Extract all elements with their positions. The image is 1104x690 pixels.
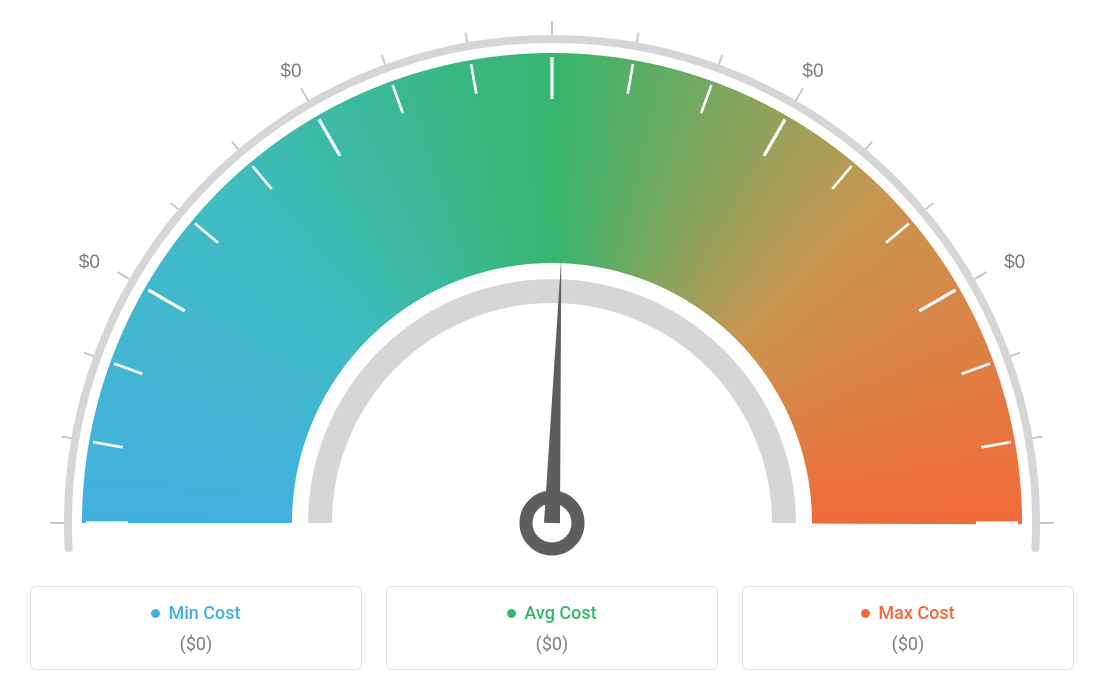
legend-dot-avg [507,609,516,618]
legend-title-avg: Avg Cost [507,603,596,624]
legend-dot-max [861,609,870,618]
legend-title-max: Max Cost [861,603,954,624]
legend-value-min: ($0) [43,634,349,655]
legend-card-max: Max Cost ($0) [742,586,1074,670]
legend-card-avg: Avg Cost ($0) [386,586,718,670]
legend-row: Min Cost ($0) Avg Cost ($0) Max Cost ($0… [30,586,1074,670]
legend-card-min: Min Cost ($0) [30,586,362,670]
legend-label-min: Min Cost [168,603,240,624]
legend-title-min: Min Cost [151,603,240,624]
svg-text:$0: $0 [802,61,823,82]
chart-container: $0$0$0$0$0$0$0 Min Cost ($0) Avg Cost ($… [0,0,1104,690]
legend-dot-min [151,609,160,618]
svg-text:$0: $0 [280,61,301,82]
gauge-chart: $0$0$0$0$0$0$0 [30,10,1074,576]
legend-label-max: Max Cost [878,603,954,624]
gauge-svg: $0$0$0$0$0$0$0 [30,13,1074,573]
legend-value-max: ($0) [755,634,1061,655]
svg-text:$0: $0 [79,252,100,273]
svg-text:$0: $0 [1004,252,1025,273]
legend-value-avg: ($0) [399,634,705,655]
legend-label-avg: Avg Cost [524,603,596,624]
